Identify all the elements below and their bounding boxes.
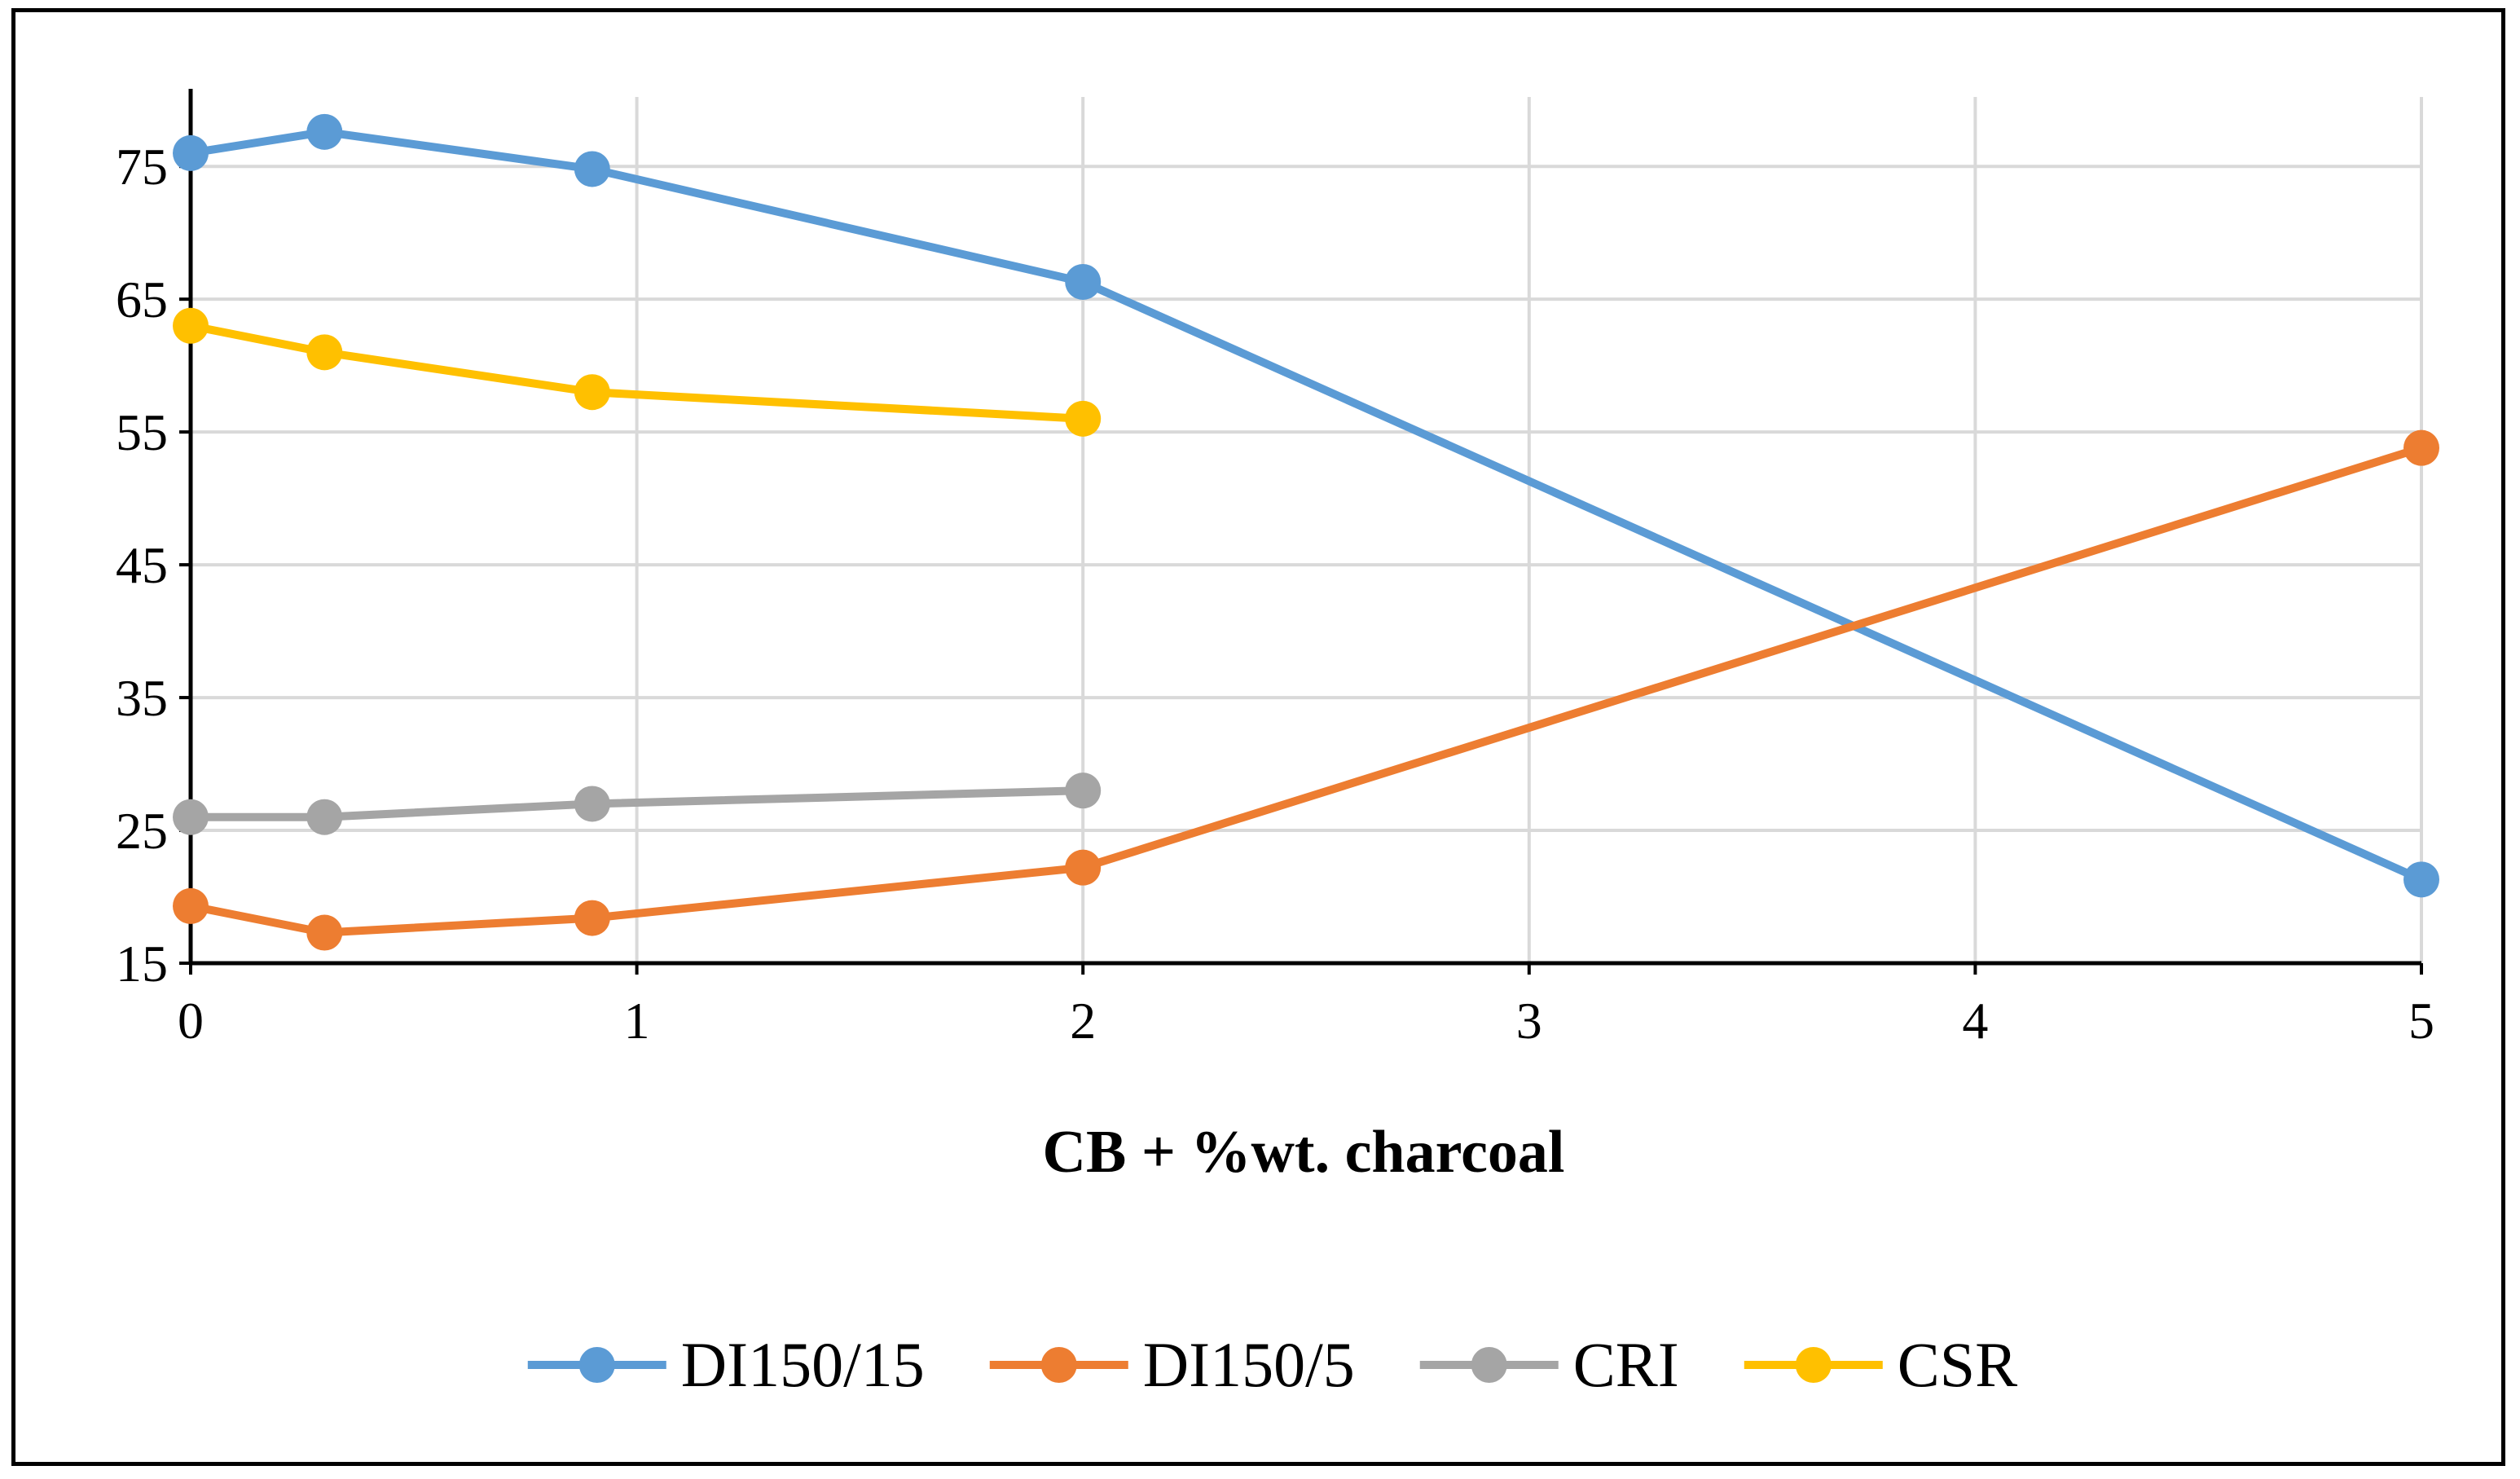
data-point (2403, 861, 2439, 898)
x-tick-label: 0 (178, 992, 204, 1050)
legend-entry-di150-15: DI150/15 (527, 1329, 925, 1400)
y-tick-label: 15 (116, 935, 168, 993)
legend-label: CSR (1898, 1329, 2017, 1400)
legend-swatch-marker (578, 1347, 615, 1383)
data-point (173, 799, 209, 835)
x-tick-label: 1 (624, 992, 650, 1050)
x-tick-label: 5 (2408, 992, 2434, 1050)
data-point (306, 113, 343, 150)
data-point (574, 900, 610, 936)
data-point (1065, 773, 1102, 809)
data-point (306, 799, 343, 835)
legend-swatch-marker (1471, 1347, 1507, 1383)
y-tick-label: 75 (116, 138, 168, 196)
legend-swatch-marker (1040, 1347, 1077, 1383)
y-tick-label: 45 (116, 536, 168, 594)
legend-label: DI150/15 (681, 1329, 925, 1400)
data-point (1065, 400, 1102, 437)
legend-swatch-marker (1795, 1347, 1832, 1383)
series-di150-15 (173, 113, 2439, 898)
data-point (306, 334, 343, 371)
data-point (306, 914, 343, 951)
gridlines (191, 97, 2423, 963)
x-tick-label: 2 (1070, 992, 1096, 1050)
data-point (2403, 429, 2439, 466)
y-tick-label: 55 (116, 403, 168, 461)
series-line (187, 321, 1088, 423)
legend-entry-di150-5: DI150/5 (989, 1329, 1355, 1400)
data-point (574, 786, 610, 822)
data-point (173, 134, 209, 171)
chart-frame: 0 1 2 3 4 5 15 25 35 45 55 65 75 CB + %wt. charcoal … (11, 8, 2505, 1466)
x-tick-label: 3 (1516, 992, 1542, 1050)
y-tick-label: 65 (116, 271, 168, 328)
data-point (574, 374, 610, 411)
axes (179, 89, 2423, 975)
legend-entry-csr: CSR (1744, 1329, 2017, 1400)
legend-label: DI150/5 (1143, 1329, 1355, 1400)
series-line (187, 786, 1088, 821)
series-line (187, 443, 2425, 937)
data-point (173, 887, 209, 924)
data-point (1065, 263, 1102, 300)
legend-label: CRI (1573, 1329, 1679, 1400)
data-point (574, 151, 610, 187)
legend: DI150/15 DI150/5 CRI CSR (527, 1329, 2017, 1400)
series-line (187, 127, 2425, 884)
series-csr (173, 307, 1102, 437)
series-di150-5 (173, 429, 2439, 951)
data-point (1065, 849, 1102, 886)
x-axis-title: CB + %wt. charcoal (1043, 1119, 1565, 1186)
x-tick-label: 4 (1962, 992, 1988, 1050)
data-point (173, 307, 209, 344)
y-tick-label: 25 (116, 802, 168, 860)
data-series (173, 113, 2439, 951)
series-cri (173, 773, 1102, 835)
y-tick-label: 35 (116, 669, 168, 727)
legend-entry-cri: CRI (1419, 1329, 1679, 1400)
